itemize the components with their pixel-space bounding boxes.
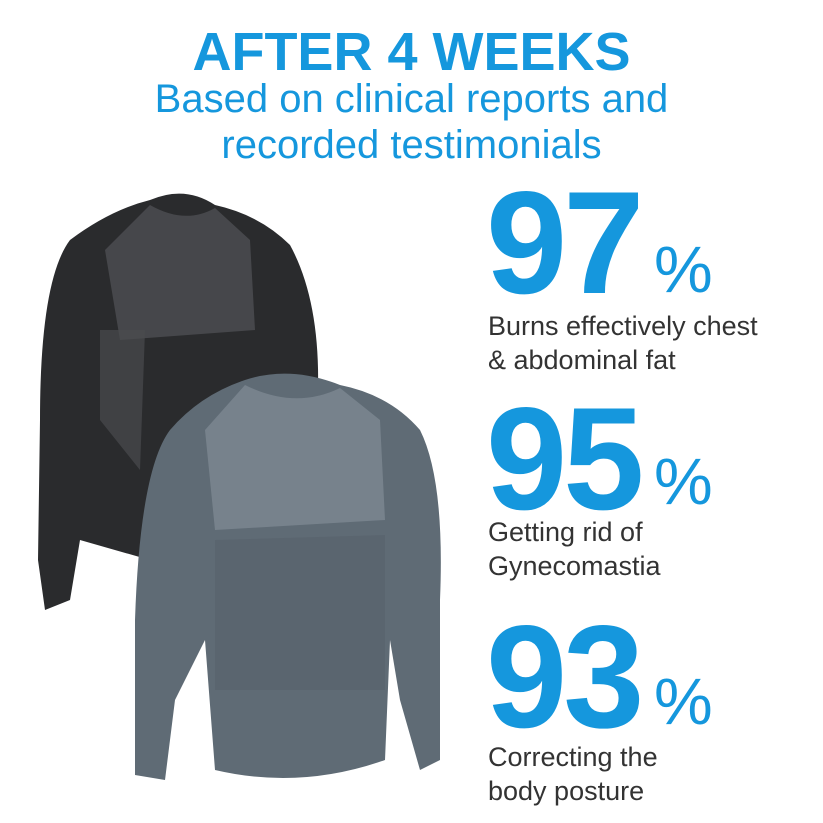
stat-value-2: 95 bbox=[486, 377, 644, 540]
stat-value-3: 93 bbox=[486, 595, 644, 758]
stat-desc-1-line-2: & abdominal fat bbox=[488, 345, 676, 375]
stat-unit-1: % bbox=[654, 232, 713, 306]
stat-unit-3: % bbox=[654, 664, 713, 738]
stat-unit-2: % bbox=[654, 444, 713, 518]
stat-desc-1-line-1: Burns effectively chest bbox=[488, 311, 758, 341]
gray-shirt bbox=[135, 373, 441, 780]
subtitle-line-2: recorded testimonials bbox=[221, 123, 602, 167]
headline: AFTER 4 WEEKS bbox=[192, 22, 631, 82]
stat-desc-2-line-1: Getting rid of bbox=[488, 517, 643, 547]
subtitle-line-1: Based on clinical reports and bbox=[154, 77, 669, 121]
stat-desc-3-line-1: Correcting the bbox=[488, 742, 658, 772]
stat-desc-2-line-2: Gynecomastia bbox=[488, 551, 661, 581]
stat-value-1: 97 bbox=[486, 161, 644, 324]
stat-desc-3-line-2: body posture bbox=[488, 776, 645, 806]
